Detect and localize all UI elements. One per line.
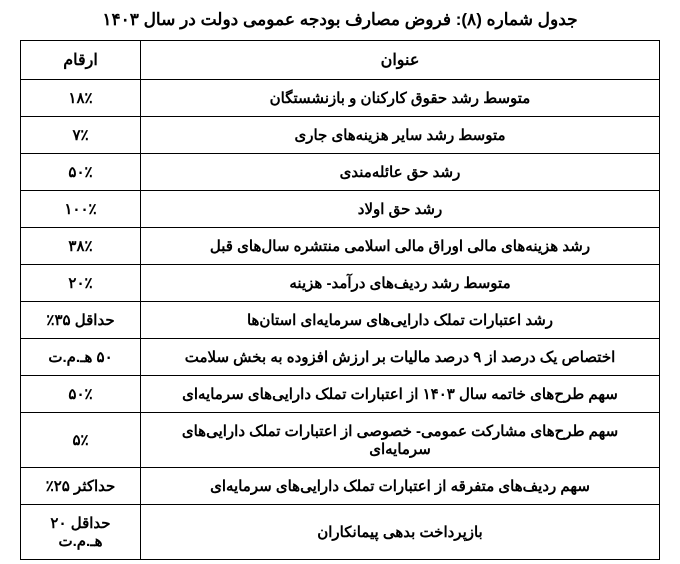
table-row: رشد حق اولاد ۱۰۰٪ [21,191,660,228]
table-row: سهم ردیف‌های متفرقه از اعتبارات تملک دار… [21,468,660,505]
row-value: ۲۰٪ [21,265,141,302]
table-header-row: عنوان ارقام [21,41,660,80]
row-title: بازپرداخت بدهی پیمانکاران [141,505,660,560]
header-title: عنوان [141,41,660,80]
row-value: ۳۸٪ [21,228,141,265]
row-title: رشد حق عائله‌مندی [141,154,660,191]
table-row: رشد هزینه‌های مالی اوراق مالی اسلامی منت… [21,228,660,265]
row-value: ۱۸٪ [21,80,141,117]
row-title: سهم طرح‌های خاتمه سال ۱۴۰۳ از اعتبارات ت… [141,376,660,413]
table-row: سهم طرح‌های مشارکت عمومی- خصوصی از اعتبا… [21,413,660,468]
table-row: متوسط رشد سایر هزینه‌های جاری ۷٪ [21,117,660,154]
row-value: ۵٪ [21,413,141,468]
row-title: سهم طرح‌های مشارکت عمومی- خصوصی از اعتبا… [141,413,660,468]
row-title: سهم ردیف‌های متفرقه از اعتبارات تملک دار… [141,468,660,505]
table-row: متوسط رشد ردیف‌های درآمد- هزینه ۲۰٪ [21,265,660,302]
table-row: متوسط رشد حقوق کارکنان و بازنشستگان ۱۸٪ [21,80,660,117]
row-value: حداکثر ۲۵٪ [21,468,141,505]
table-row: اختصاص یک درصد از ۹ درصد مالیات بر ارزش … [21,339,660,376]
table-row: رشد حق عائله‌مندی ۵۰٪ [21,154,660,191]
row-title: اختصاص یک درصد از ۹ درصد مالیات بر ارزش … [141,339,660,376]
row-title: رشد حق اولاد [141,191,660,228]
table-row: رشد اعتبارات تملک دارایی‌های سرمایه‌ای ا… [21,302,660,339]
row-title: متوسط رشد سایر هزینه‌های جاری [141,117,660,154]
row-title: رشد اعتبارات تملک دارایی‌های سرمایه‌ای ا… [141,302,660,339]
row-title: رشد هزینه‌های مالی اوراق مالی اسلامی منت… [141,228,660,265]
table-caption: جدول شماره (۸): فروض مصارف بودجه عمومی د… [20,10,660,30]
header-value: ارقام [21,41,141,80]
row-value: حداقل ۳۵٪ [21,302,141,339]
table-row: بازپرداخت بدهی پیمانکاران حداقل ۲۰ هـ.م.… [21,505,660,560]
budget-assumptions-table: عنوان ارقام متوسط رشد حقوق کارکنان و باز… [20,40,660,560]
row-value: حداقل ۲۰ هـ.م.ت [21,505,141,560]
row-value: ۵۰٪ [21,376,141,413]
row-value: ۱۰۰٪ [21,191,141,228]
row-value: ۵۰٪ [21,154,141,191]
row-title: متوسط رشد ردیف‌های درآمد- هزینه [141,265,660,302]
row-value: ۵۰ هـ.م.ت [21,339,141,376]
table-row: سهم طرح‌های خاتمه سال ۱۴۰۳ از اعتبارات ت… [21,376,660,413]
row-value: ۷٪ [21,117,141,154]
row-title: متوسط رشد حقوق کارکنان و بازنشستگان [141,80,660,117]
